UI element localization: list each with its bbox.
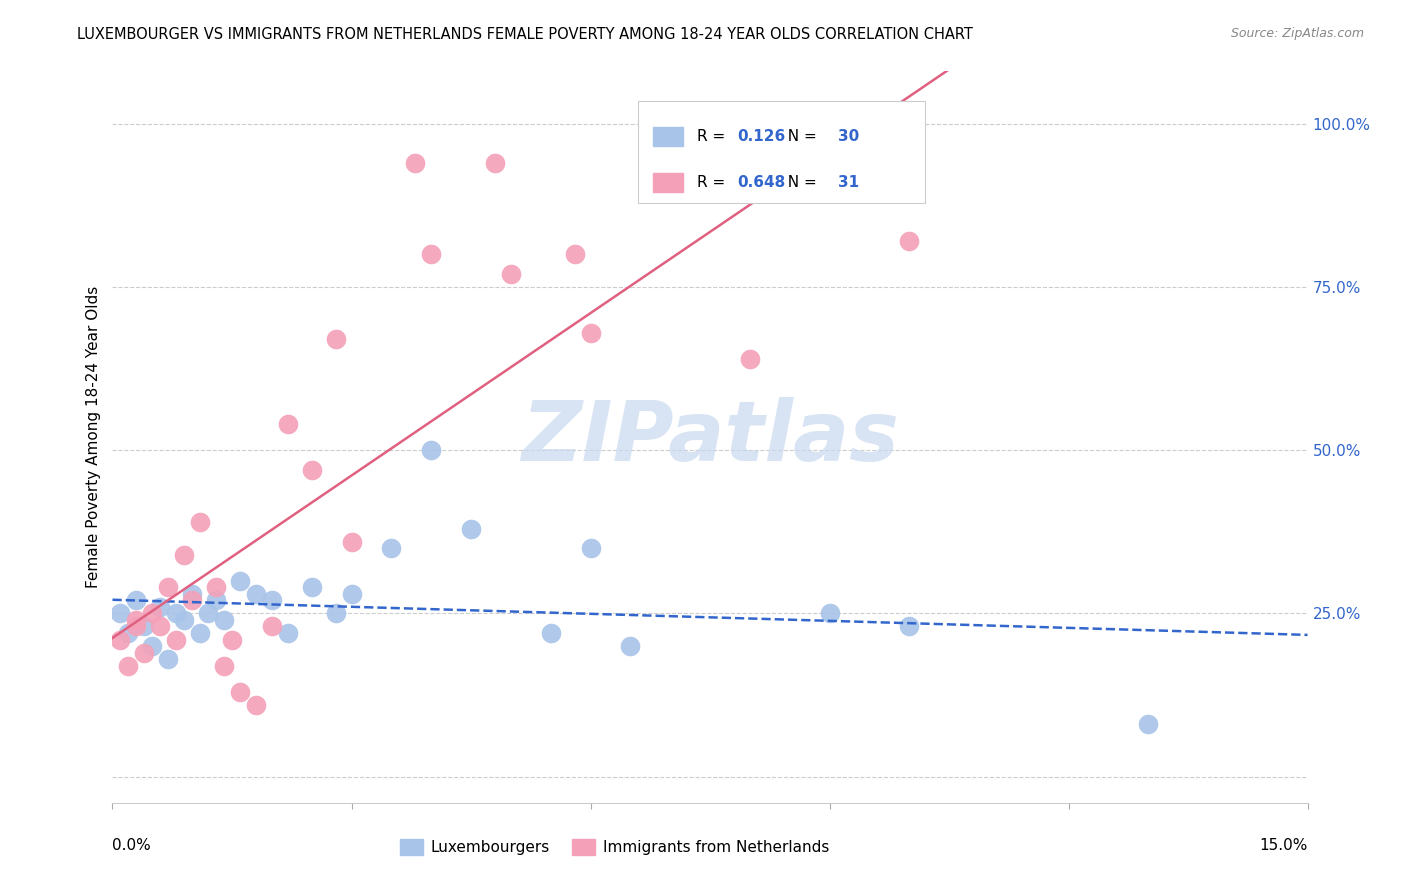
Point: [157, 580, 180, 594]
Bar: [652, 128, 682, 145]
Point: [245, 587, 267, 601]
Point: [188, 626, 211, 640]
Point: [212, 658, 235, 673]
Point: [125, 619, 148, 633]
Point: [229, 574, 252, 588]
Text: 15.0%: 15.0%: [1260, 838, 1308, 854]
Point: [340, 587, 363, 601]
FancyBboxPatch shape: [638, 101, 925, 203]
Point: [499, 267, 522, 281]
Point: [301, 580, 323, 594]
Point: [340, 534, 363, 549]
Text: 0.648: 0.648: [738, 175, 786, 190]
Point: [181, 593, 204, 607]
Point: [380, 541, 402, 555]
Point: [229, 685, 252, 699]
Point: [110, 632, 132, 647]
Point: [173, 613, 195, 627]
Y-axis label: Female Poverty Among 18-24 Year Olds: Female Poverty Among 18-24 Year Olds: [86, 286, 101, 588]
Text: ZIPatlas: ZIPatlas: [522, 397, 898, 477]
Text: 0.0%: 0.0%: [112, 838, 152, 854]
Point: [484, 155, 506, 169]
Point: [117, 626, 139, 640]
Point: [149, 599, 172, 614]
Text: 31: 31: [838, 175, 859, 190]
Text: R =: R =: [697, 175, 730, 190]
Point: [188, 515, 211, 529]
Bar: [652, 173, 682, 192]
Point: [173, 548, 195, 562]
Point: [564, 247, 586, 261]
Point: [221, 632, 243, 647]
Point: [579, 326, 602, 340]
Point: [165, 607, 187, 621]
Point: [205, 580, 228, 594]
Point: [245, 698, 267, 712]
Point: [277, 417, 299, 431]
Point: [181, 587, 204, 601]
Point: [141, 639, 163, 653]
Point: [325, 607, 347, 621]
Point: [260, 619, 283, 633]
Point: [898, 234, 921, 248]
Text: R =: R =: [697, 129, 730, 144]
Point: [260, 593, 283, 607]
Legend: Luxembourgers, Immigrants from Netherlands: Luxembourgers, Immigrants from Netherlan…: [394, 833, 835, 861]
Point: [149, 619, 172, 633]
Point: [301, 463, 323, 477]
Point: [125, 613, 148, 627]
Point: [404, 155, 426, 169]
Text: N =: N =: [778, 175, 821, 190]
Text: 30: 30: [838, 129, 859, 144]
Point: [134, 646, 156, 660]
Point: [205, 593, 228, 607]
Point: [277, 626, 299, 640]
Point: [212, 613, 235, 627]
Point: [1137, 717, 1160, 731]
Point: [125, 593, 148, 607]
Text: Source: ZipAtlas.com: Source: ZipAtlas.com: [1230, 27, 1364, 40]
Point: [858, 149, 880, 163]
Point: [818, 607, 841, 621]
Point: [579, 541, 602, 555]
Point: [157, 652, 180, 666]
Text: LUXEMBOURGER VS IMMIGRANTS FROM NETHERLANDS FEMALE POVERTY AMONG 18-24 YEAR OLDS: LUXEMBOURGER VS IMMIGRANTS FROM NETHERLA…: [77, 27, 973, 42]
Point: [165, 632, 187, 647]
Point: [460, 521, 482, 535]
Point: [540, 626, 562, 640]
Point: [325, 332, 347, 346]
Point: [619, 639, 641, 653]
Point: [134, 619, 156, 633]
Point: [117, 658, 139, 673]
Text: N =: N =: [778, 129, 821, 144]
Point: [197, 607, 219, 621]
Point: [420, 247, 443, 261]
Point: [898, 619, 921, 633]
Text: 0.126: 0.126: [738, 129, 786, 144]
Point: [110, 607, 132, 621]
Point: [738, 351, 761, 366]
Point: [141, 607, 163, 621]
Point: [420, 443, 443, 458]
